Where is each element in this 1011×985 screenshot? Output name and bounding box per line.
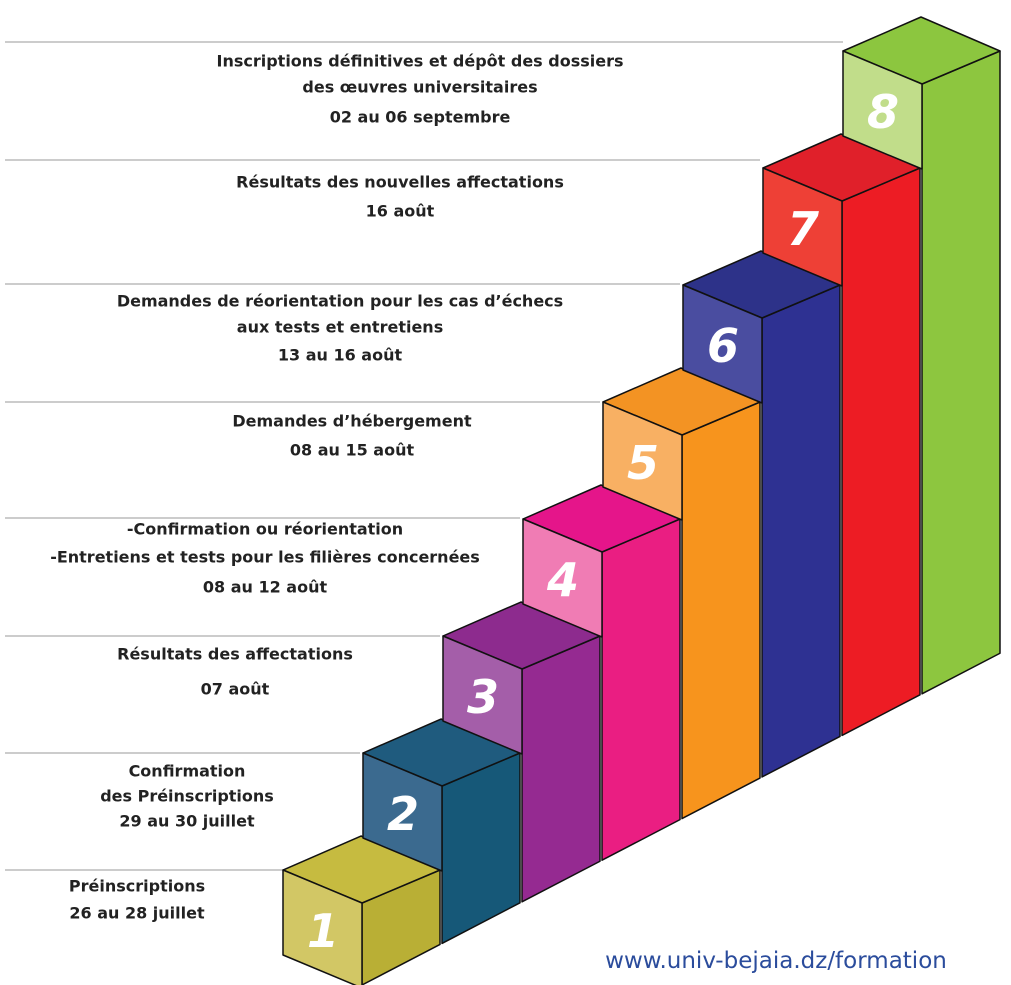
step-text: Demandes d’hébergement	[232, 412, 472, 431]
step-text: 08 au 12 août	[203, 578, 328, 597]
step-side	[842, 168, 920, 735]
step-text: Résultats des affectations	[117, 645, 353, 664]
step-number: 1	[307, 904, 339, 958]
step-text: Confirmation	[129, 762, 246, 781]
step-number: 8	[867, 85, 899, 139]
step-side	[762, 285, 840, 777]
step-number: 7	[787, 202, 819, 256]
step-text: aux tests et entretiens	[237, 318, 443, 337]
step-text: -Confirmation ou réorientation	[127, 520, 403, 539]
step-text: des Préinscriptions	[100, 787, 274, 806]
step-number: 3	[467, 670, 499, 724]
step-text: 26 au 28 juillet	[69, 904, 205, 923]
step-side	[922, 51, 1000, 694]
step-text: Inscriptions définitives et dépôt des do…	[216, 52, 623, 71]
step-text: 16 août	[366, 202, 435, 221]
step-text: 13 au 16 août	[278, 346, 403, 365]
step-text: des œuvres universitaires	[302, 78, 537, 97]
step-text: Préinscriptions	[69, 877, 205, 896]
step-text: 02 au 06 septembre	[330, 108, 511, 127]
url: www.univ-bejaia.dz/formation	[605, 948, 947, 974]
step-side	[602, 519, 680, 860]
step-text: Résultats des nouvelles affectations	[236, 173, 564, 192]
step-text: 07 août	[201, 680, 270, 699]
step-side	[682, 402, 760, 819]
step-text: 29 au 30 juillet	[119, 812, 255, 831]
step-number: 6	[707, 319, 739, 373]
step-text: Demandes de réorientation pour les cas d…	[117, 292, 563, 311]
step-text: -Entretiens et tests pour les filières c…	[50, 548, 480, 567]
step-side	[522, 636, 600, 902]
step-number: 5	[627, 436, 659, 490]
staircase-diagram: www.univ-bejaia.dz/formation Préinscript…	[0, 0, 1011, 985]
step-text: 08 au 15 août	[290, 441, 415, 460]
step-number: 2	[387, 787, 419, 841]
step-number: 4	[546, 553, 579, 607]
